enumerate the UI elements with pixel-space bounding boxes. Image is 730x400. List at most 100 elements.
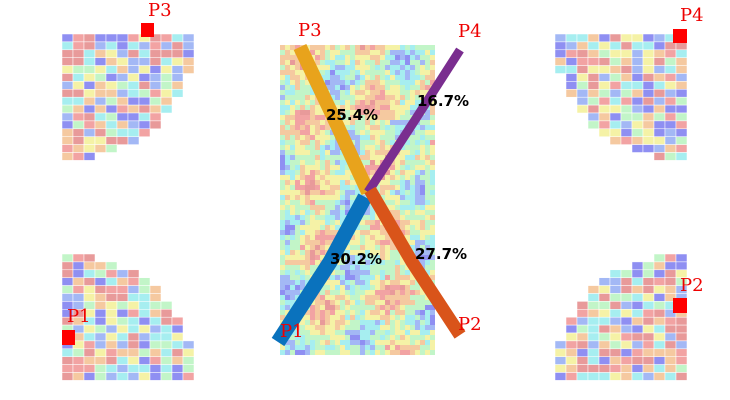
tile bbox=[425, 335, 430, 340]
tile bbox=[300, 110, 305, 115]
tile bbox=[370, 145, 375, 150]
tile bbox=[675, 41, 688, 51]
tile bbox=[430, 250, 435, 255]
tile bbox=[565, 332, 578, 342]
tile bbox=[305, 110, 310, 115]
tile bbox=[72, 144, 85, 153]
tile bbox=[320, 245, 325, 250]
tile bbox=[620, 89, 633, 98]
tile bbox=[420, 165, 425, 170]
tile bbox=[280, 95, 285, 100]
tile bbox=[83, 112, 96, 122]
tile bbox=[295, 170, 300, 175]
tile bbox=[375, 280, 380, 285]
tile bbox=[385, 320, 390, 325]
tile bbox=[305, 180, 310, 185]
tile bbox=[310, 155, 315, 160]
tile bbox=[310, 240, 315, 245]
tile bbox=[310, 315, 315, 320]
tile bbox=[285, 55, 290, 60]
tile bbox=[380, 75, 385, 80]
tile bbox=[425, 110, 430, 115]
tile bbox=[420, 65, 425, 70]
tile bbox=[315, 180, 320, 185]
tile bbox=[285, 150, 290, 155]
tile bbox=[375, 85, 380, 90]
tile bbox=[160, 348, 173, 357]
tile bbox=[395, 220, 400, 225]
tile bbox=[285, 60, 290, 65]
tile bbox=[290, 180, 295, 185]
tile bbox=[315, 45, 320, 50]
tile bbox=[380, 260, 385, 265]
tile bbox=[300, 240, 305, 245]
tile bbox=[400, 165, 405, 170]
tile bbox=[587, 65, 600, 74]
tile bbox=[335, 65, 340, 70]
tile bbox=[400, 285, 405, 290]
tile bbox=[171, 41, 184, 51]
tile bbox=[425, 125, 430, 130]
tile bbox=[415, 95, 420, 100]
tile bbox=[653, 269, 666, 278]
tile bbox=[675, 261, 688, 271]
tile bbox=[653, 65, 666, 74]
tile bbox=[395, 260, 400, 265]
tile bbox=[360, 135, 365, 140]
tile bbox=[576, 73, 589, 82]
tile bbox=[587, 112, 600, 122]
tile bbox=[300, 95, 305, 100]
tile bbox=[72, 112, 85, 122]
tile bbox=[320, 230, 325, 235]
tile bbox=[295, 105, 300, 110]
tile bbox=[565, 41, 578, 51]
tile bbox=[355, 60, 360, 65]
tile bbox=[160, 73, 173, 82]
tile bbox=[300, 90, 305, 95]
tile bbox=[664, 269, 677, 278]
tile bbox=[72, 81, 85, 90]
tile bbox=[425, 250, 430, 255]
tile bbox=[355, 260, 360, 265]
tile bbox=[385, 190, 390, 195]
tile bbox=[310, 320, 315, 325]
tile bbox=[310, 200, 315, 205]
tile bbox=[380, 95, 385, 100]
tile bbox=[664, 57, 677, 66]
tile bbox=[620, 348, 633, 357]
tile bbox=[365, 120, 370, 125]
tile bbox=[325, 285, 330, 290]
tile bbox=[653, 348, 666, 357]
tile bbox=[285, 65, 290, 70]
tile bbox=[94, 293, 107, 302]
tile bbox=[355, 65, 360, 70]
tile bbox=[405, 270, 410, 275]
tile bbox=[420, 350, 425, 355]
tile bbox=[300, 160, 305, 165]
tile bbox=[415, 160, 420, 165]
tile bbox=[365, 225, 370, 230]
tile bbox=[325, 345, 330, 350]
tile bbox=[310, 95, 315, 100]
tile bbox=[360, 155, 365, 160]
tile bbox=[320, 240, 325, 245]
tile bbox=[380, 295, 385, 300]
tile bbox=[345, 340, 350, 345]
tile bbox=[415, 75, 420, 80]
tile bbox=[380, 320, 385, 325]
tile bbox=[330, 310, 335, 315]
tile bbox=[182, 49, 195, 58]
tile bbox=[598, 104, 611, 114]
tile bbox=[350, 335, 355, 340]
tile bbox=[390, 110, 395, 115]
tile bbox=[305, 120, 310, 125]
tile bbox=[345, 110, 350, 115]
tile bbox=[300, 210, 305, 215]
tile bbox=[335, 145, 340, 150]
tile bbox=[360, 105, 365, 110]
tile bbox=[280, 55, 285, 60]
tile bbox=[360, 100, 365, 105]
tile bbox=[285, 350, 290, 355]
tile bbox=[598, 356, 611, 365]
tile bbox=[631, 57, 644, 66]
